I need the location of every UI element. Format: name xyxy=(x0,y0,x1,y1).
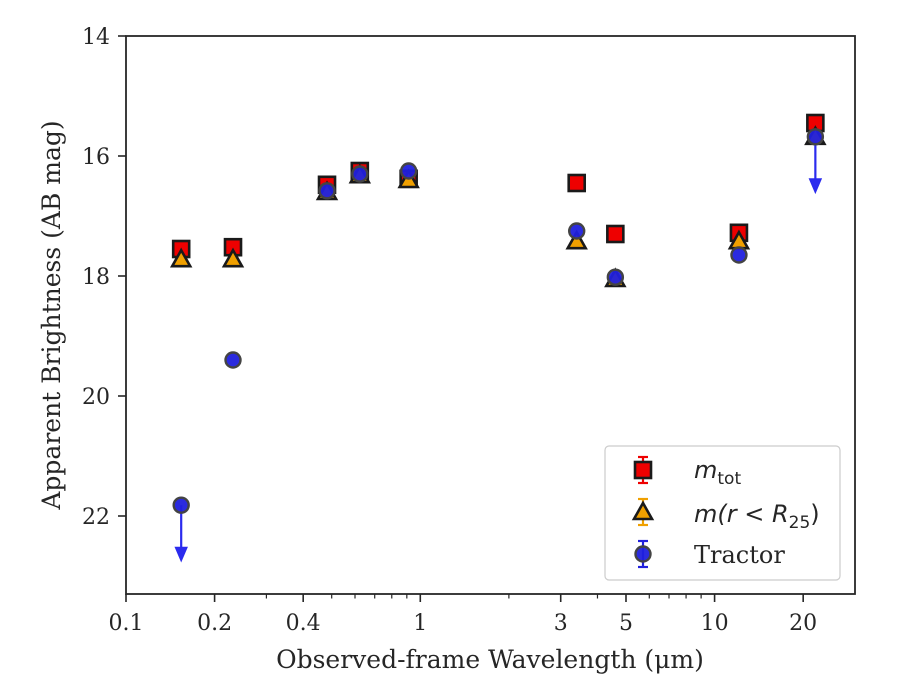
x-tick-label: 0.1 xyxy=(109,611,144,636)
legend-label-tractor: Tractor xyxy=(694,541,785,569)
x-tick-label: 10 xyxy=(701,611,729,636)
x-axis-label: Observed-frame Wavelength (μm) xyxy=(276,645,704,674)
mr25-point xyxy=(565,229,588,250)
x-tick-label: 0.4 xyxy=(286,611,321,636)
y-tick-label: 22 xyxy=(82,505,110,530)
x-axis-ticks: 0.1 0.2 0.4 1 3 5 10 20 xyxy=(109,594,817,636)
upper-limit-arrow-head xyxy=(808,178,823,195)
tractor-point xyxy=(568,222,586,240)
y-tick-label: 14 xyxy=(82,25,110,50)
legend-marker-tractor xyxy=(634,545,652,563)
tractor-point xyxy=(399,162,418,180)
legend-marker-mr25 xyxy=(631,500,655,521)
legend-label-mr25: m(r < R25) xyxy=(694,500,820,533)
x-tick-label: 5 xyxy=(619,611,633,636)
tractor-point xyxy=(730,246,748,264)
x-tick-label: 0.2 xyxy=(197,611,232,636)
tractor-point xyxy=(172,496,190,514)
x-tick-label: 20 xyxy=(789,611,817,636)
legend-marker-mtot xyxy=(633,460,653,480)
tractor-point xyxy=(606,268,625,286)
tractor-point xyxy=(318,182,336,200)
y-axis-label: Apparent Brightness (AB mag) xyxy=(37,120,66,510)
y-tick-label: 16 xyxy=(82,145,110,170)
data-marks xyxy=(169,113,827,514)
tractor-point xyxy=(806,128,825,146)
legend-frame xyxy=(604,445,841,581)
mtot-point xyxy=(567,173,587,193)
mr25-point xyxy=(221,247,245,268)
tractor-point xyxy=(224,351,242,369)
y-tick-label: 20 xyxy=(82,385,110,410)
mtot-point xyxy=(606,224,625,244)
x-tick-label: 3 xyxy=(554,611,568,636)
y-axis-ticks: 14 16 18 20 22 xyxy=(82,25,126,530)
tractor-point xyxy=(351,165,369,183)
upper-limit-arrow-head xyxy=(174,546,188,563)
legend-label-mtot: mtot xyxy=(694,456,741,489)
legend-marks xyxy=(631,455,655,569)
y-tick-label: 18 xyxy=(82,265,110,290)
legend: mtot m(r < R25) Tractor xyxy=(604,445,841,581)
x-tick-label: 1 xyxy=(413,611,427,636)
mr25-point xyxy=(169,247,193,268)
